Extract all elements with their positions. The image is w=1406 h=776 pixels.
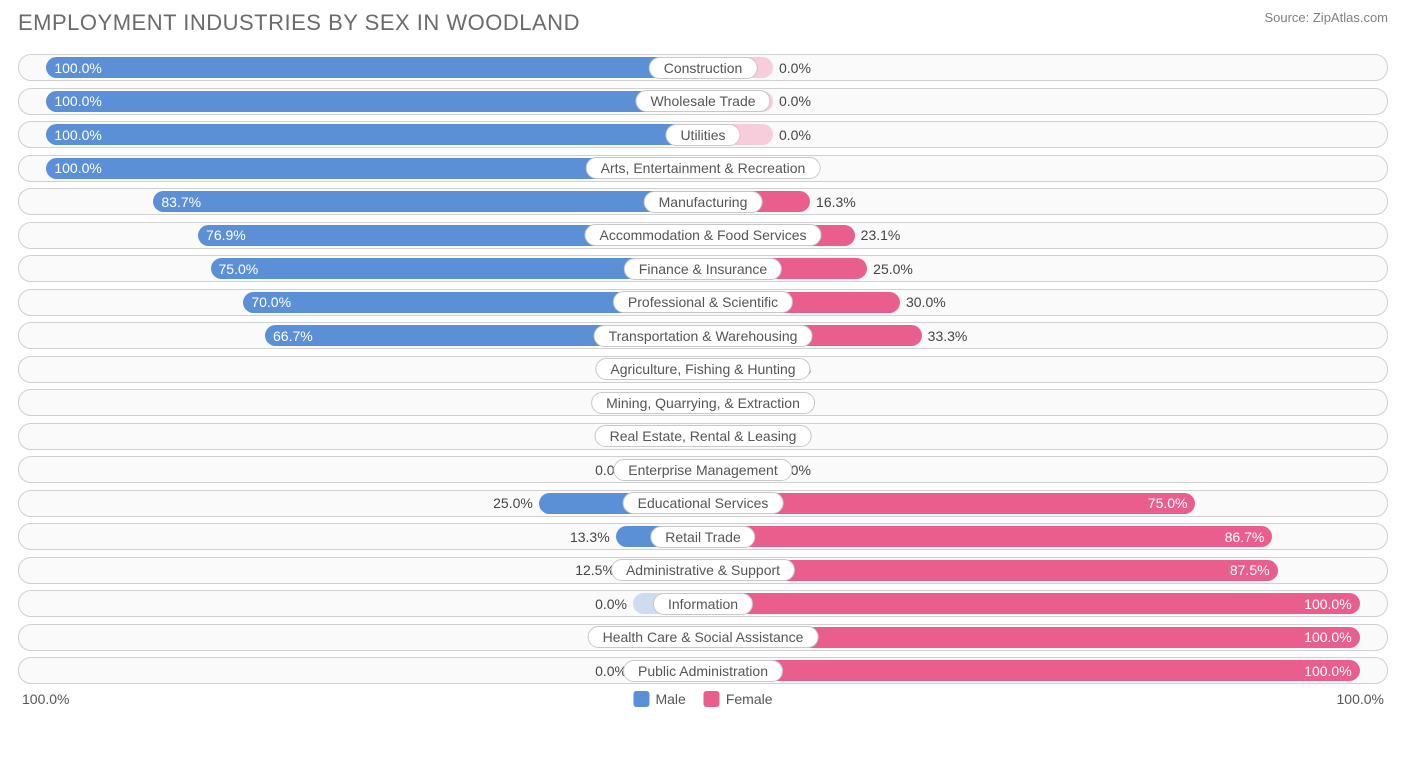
chart-row: 0.0%0.0%Enterprise Management	[18, 456, 1388, 483]
value-label-female: 0.0%	[779, 60, 811, 76]
category-label: Administrative & Support	[611, 559, 795, 581]
legend-label-female: Female	[726, 691, 773, 707]
value-label-female: 87.5%	[1230, 562, 1270, 578]
legend-swatch-female	[704, 691, 720, 707]
value-label-female: 23.1%	[861, 227, 901, 243]
category-label: Transportation & Warehousing	[594, 325, 813, 347]
value-label-male: 75.0%	[219, 261, 259, 277]
chart-row: 0.0%0.0%Mining, Quarrying, & Extraction	[18, 389, 1388, 416]
value-label-male: 100.0%	[54, 160, 101, 176]
value-label-female: 100.0%	[1304, 663, 1351, 679]
chart-row: 100.0%0.0%Arts, Entertainment & Recreati…	[18, 155, 1388, 182]
chart-row: 0.0%0.0%Real Estate, Rental & Leasing	[18, 423, 1388, 450]
chart-row: 75.0% 25.0% Finance & Insurance	[18, 255, 1388, 282]
chart-row: 12.5% 87.5% Administrative & Support	[18, 557, 1388, 584]
legend: Male Female	[633, 691, 772, 707]
value-label-female: 0.0%	[779, 127, 811, 143]
category-label: Professional & Scientific	[613, 291, 793, 313]
bar-male	[46, 124, 703, 145]
chart-row: 100.0% 0.0% Construction	[18, 54, 1388, 81]
bar-female	[703, 593, 1360, 614]
chart-row: 0.0%0.0%Agriculture, Fishing & Hunting	[18, 356, 1388, 383]
value-label-male: 0.0%	[595, 596, 627, 612]
category-label: Accommodation & Food Services	[585, 224, 822, 246]
chart-title: EMPLOYMENT INDUSTRIES BY SEX IN WOODLAND	[18, 10, 580, 36]
category-label: Construction	[649, 57, 758, 79]
value-label-female: 100.0%	[1304, 629, 1351, 645]
category-label: Information	[653, 593, 753, 615]
category-label: Utilities	[665, 124, 740, 146]
chart-row: 13.3% 86.7% Retail Trade	[18, 523, 1388, 550]
category-label: Retail Trade	[650, 526, 755, 548]
value-label-male: 66.7%	[273, 328, 313, 344]
value-label-male: 70.0%	[251, 294, 291, 310]
bar-female	[703, 526, 1272, 547]
value-label-male: 12.5%	[575, 562, 615, 578]
bar-female	[703, 660, 1360, 681]
category-label: Manufacturing	[644, 191, 763, 213]
value-label-female: 16.3%	[816, 194, 856, 210]
source-attribution: Source: ZipAtlas.com	[1264, 10, 1388, 25]
value-label-female: 0.0%	[779, 93, 811, 109]
chart-row: 25.0% 75.0% Educational Services	[18, 490, 1388, 517]
chart-row: 76.9% 23.1% Accommodation & Food Services	[18, 222, 1388, 249]
value-label-male: 83.7%	[161, 194, 201, 210]
chart-row: 100.0% 0.0% Utilities	[18, 121, 1388, 148]
category-label: Enterprise Management	[613, 459, 792, 481]
axis-max-right: 100.0%	[1337, 691, 1384, 707]
value-label-female: 33.3%	[928, 328, 968, 344]
value-label-female: 86.7%	[1225, 529, 1265, 545]
chart-row: 0.0%100.0%Health Care & Social Assistanc…	[18, 624, 1388, 651]
legend-item-female: Female	[704, 691, 773, 707]
chart-row: 0.0% 100.0% Information	[18, 590, 1388, 617]
category-label: Health Care & Social Assistance	[588, 626, 819, 648]
category-label: Arts, Entertainment & Recreation	[586, 157, 821, 179]
chart-row: 100.0% 0.0% Wholesale Trade	[18, 88, 1388, 115]
value-label-male: 100.0%	[54, 93, 101, 109]
chart-row: 70.0% 30.0% Professional & Scientific	[18, 289, 1388, 316]
chart-footer: 100.0% Male Female 100.0%	[18, 691, 1388, 715]
value-label-male: 13.3%	[570, 529, 610, 545]
bar-male	[46, 57, 703, 78]
category-label: Real Estate, Rental & Leasing	[595, 425, 812, 447]
category-label: Mining, Quarrying, & Extraction	[591, 392, 815, 414]
value-label-female: 25.0%	[873, 261, 913, 277]
value-label-male: 25.0%	[493, 495, 533, 511]
category-label: Agriculture, Fishing & Hunting	[595, 358, 810, 380]
bar-male	[153, 191, 703, 212]
category-label: Wholesale Trade	[635, 90, 770, 112]
chart-row: 0.0%100.0%Public Administration	[18, 657, 1388, 684]
category-label: Finance & Insurance	[624, 258, 782, 280]
legend-label-male: Male	[655, 691, 685, 707]
legend-item-male: Male	[633, 691, 685, 707]
axis-max-left: 100.0%	[22, 691, 69, 707]
value-label-female: 30.0%	[906, 294, 946, 310]
value-label-female: 100.0%	[1304, 596, 1351, 612]
bar-male	[46, 91, 703, 112]
category-label: Public Administration	[623, 660, 783, 682]
category-label: Educational Services	[623, 492, 784, 514]
legend-swatch-male	[633, 691, 649, 707]
diverging-bar-chart: 100.0% 0.0% Construction 100.0% 0.0% Wholesal…	[18, 54, 1388, 684]
value-label-male: 76.9%	[206, 227, 246, 243]
value-label-male: 100.0%	[54, 60, 101, 76]
chart-row: 83.7% 16.3% Manufacturing	[18, 188, 1388, 215]
chart-row: 66.7% 33.3% Transportation & Warehousing	[18, 322, 1388, 349]
value-label-female: 75.0%	[1148, 495, 1188, 511]
value-label-male: 100.0%	[54, 127, 101, 143]
